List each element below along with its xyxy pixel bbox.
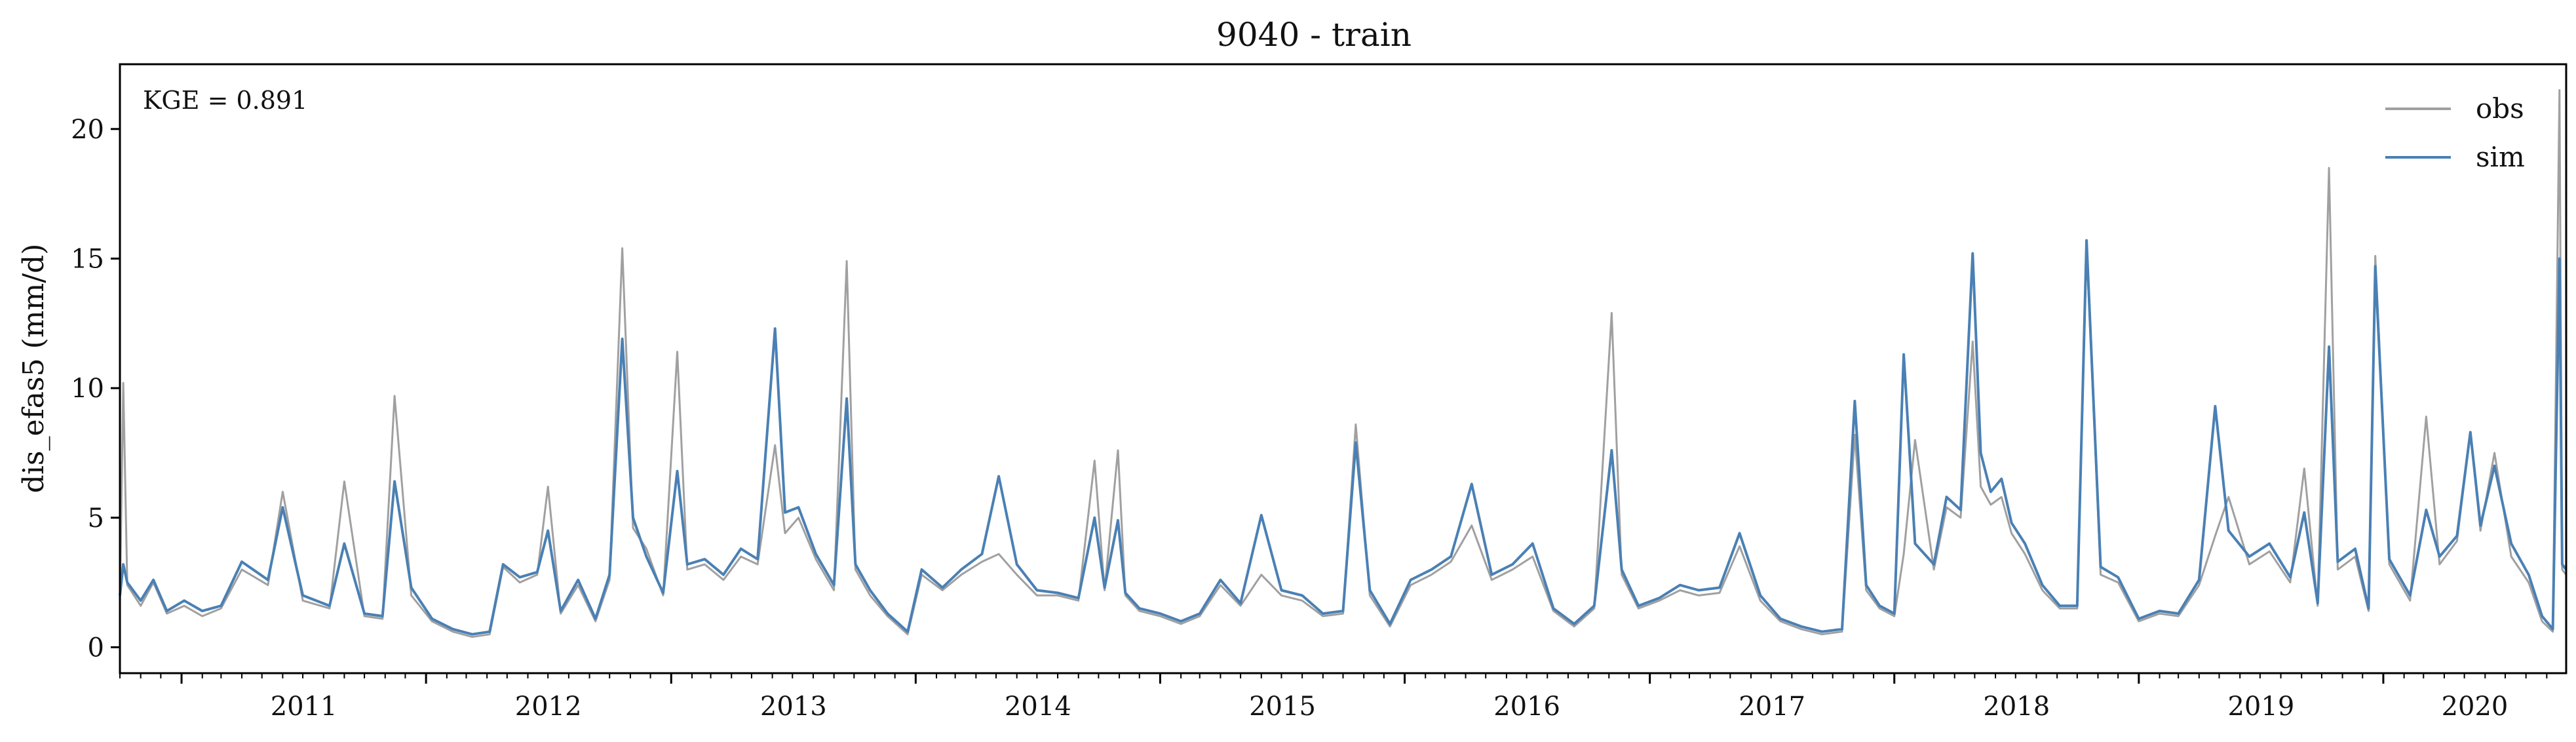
x-tick-label: 2014 <box>1005 692 1071 722</box>
x-tick-label: 2020 <box>2442 692 2509 722</box>
x-tick-label: 2012 <box>515 692 582 722</box>
sim-line <box>119 239 2567 636</box>
x-tick-label: 2016 <box>1493 692 1560 722</box>
y-axis: 0 5 10 15 20 <box>71 115 120 663</box>
y-tick-label: 15 <box>71 244 104 274</box>
kge-annotation: KGE = 0.891 <box>143 86 307 115</box>
y-tick-label: 10 <box>71 374 104 404</box>
legend: obs sim <box>2385 92 2525 173</box>
obs-line <box>119 89 2567 638</box>
sim-series <box>119 239 2567 636</box>
x-tick-label: 2018 <box>1983 692 2050 722</box>
legend-obs-label: obs <box>2476 92 2524 125</box>
x-tick-label: 2011 <box>271 692 337 722</box>
x-tick-label: 2015 <box>1249 692 1316 722</box>
x-tick-label: 2013 <box>760 692 827 722</box>
chart-title: 9040 - train <box>1216 16 1412 54</box>
x-tick-label: 2019 <box>2227 692 2294 722</box>
obs-series <box>119 89 2567 638</box>
y-axis-label: dis_efas5 (mm/d) <box>17 244 50 494</box>
y-tick-label: 0 <box>88 633 104 663</box>
x-axis: 2011 2012 2013 2014 2015 2016 2017 2018 2019 2020 <box>119 673 2548 722</box>
legend-sim-label: sim <box>2476 141 2525 173</box>
y-tick-label: 20 <box>71 115 104 145</box>
y-tick-label: 5 <box>88 503 104 534</box>
x-tick-label: 2017 <box>1739 692 1805 722</box>
